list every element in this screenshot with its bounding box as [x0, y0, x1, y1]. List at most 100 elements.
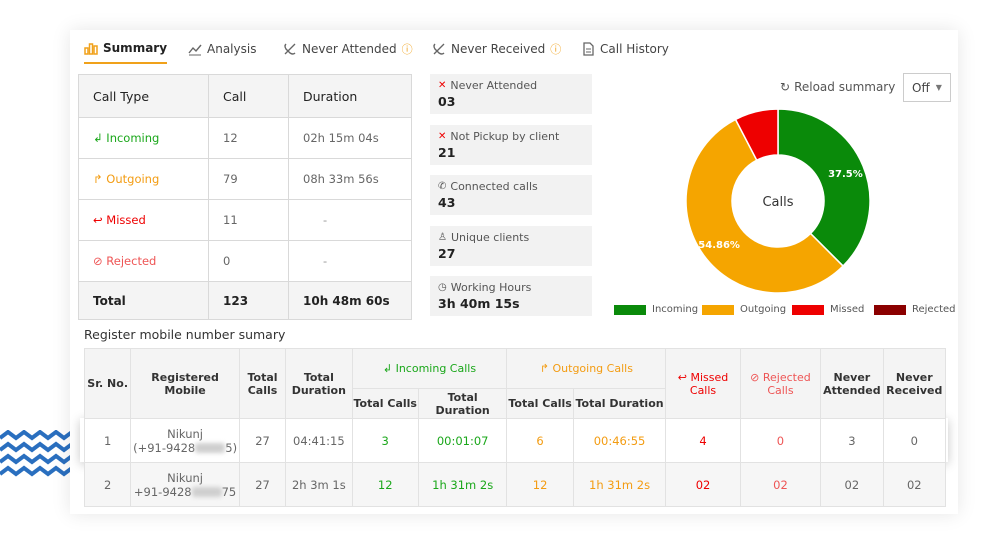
- stat-label: Working Hours: [450, 281, 532, 294]
- legend-swatch: [702, 304, 734, 315]
- header-missed-calls: ↩ Missed Calls: [665, 348, 741, 419]
- call-type-label: Rejected: [106, 254, 157, 268]
- header-label: Rejected Calls: [762, 370, 811, 397]
- outgoing-duration: 00:46:55: [572, 418, 667, 463]
- legend-missed: Missed: [792, 304, 864, 315]
- mobile-suffix: 75: [221, 484, 237, 499]
- stat-label: Connected calls: [450, 180, 538, 193]
- total-calls: 27: [238, 462, 287, 507]
- phone-slash-icon: ✕: [438, 80, 447, 91]
- clock-icon: ◷: [438, 282, 447, 293]
- donut-slice-outgoing[interactable]: [685, 118, 845, 294]
- call-type-incoming: ↲ Incoming: [78, 117, 209, 159]
- subheader-out-total-calls: Total Calls: [506, 388, 574, 419]
- tab-never-attended[interactable]: Never Attended ⓘ: [283, 34, 413, 64]
- outgoing-calls: 6: [506, 418, 574, 463]
- mobile-prefix: (+91-9428: [133, 440, 196, 455]
- header-label: Missed Calls: [689, 370, 729, 397]
- table-row: ↲ Incoming 12 02h 15m 04s: [78, 117, 412, 159]
- info-icon[interactable]: ⓘ: [550, 43, 562, 56]
- stat-label: Never Attended: [450, 79, 538, 92]
- tab-analysis[interactable]: Analysis: [188, 34, 256, 64]
- outgoing-icon: ↱: [539, 362, 553, 375]
- auto-refresh-select[interactable]: Off ▼: [903, 73, 951, 102]
- legend-swatch: [614, 304, 646, 315]
- call-count: 79: [208, 158, 289, 200]
- chevron-down-icon: ▼: [935, 83, 942, 92]
- call-duration: 08h 33m 56s: [288, 158, 412, 200]
- phone-icon: ✆: [438, 181, 447, 192]
- mobile-name: Nikunj: [167, 426, 204, 441]
- donut-center-title: Calls: [762, 195, 793, 210]
- refresh-icon: ↻: [780, 80, 791, 94]
- outgoing-calls: 12: [506, 462, 574, 507]
- phone-slash-icon: [284, 43, 296, 55]
- donut-label-incoming: 37.5%: [828, 169, 863, 180]
- tab-label: Never Attended: [302, 42, 397, 56]
- header-call-type: Call Type: [78, 74, 209, 118]
- stat-not-pickup: ✕ Not Pickup by client 21: [430, 125, 592, 165]
- document-icon: [583, 42, 594, 56]
- rejected-icon: ⊘: [93, 254, 103, 268]
- wave-decoration: [0, 430, 80, 477]
- tab-summary[interactable]: Summary: [84, 34, 168, 64]
- tab-label: Call History: [600, 42, 669, 56]
- donut-label-outgoing: 54.86%: [698, 240, 740, 251]
- call-type-missed: ↩ Missed: [78, 199, 209, 241]
- rejected-icon: ⊘: [750, 370, 763, 384]
- legend-outgoing: Outgoing: [702, 304, 786, 315]
- outgoing-icon: ↱: [93, 172, 103, 186]
- stat-never-attended: ✕ Never Attended 03: [430, 74, 592, 114]
- legend-label: Missed: [830, 304, 865, 315]
- call-count: 11: [208, 199, 289, 241]
- stat-working-hours: ◷ Working Hours 3h 40m 15s: [430, 276, 592, 316]
- outgoing-duration: 1h 31m 2s: [572, 462, 667, 507]
- header-sr-no: Sr. No.: [83, 348, 132, 419]
- total-label: Total: [78, 281, 209, 320]
- table-row: ↱ Outgoing 79 08h 33m 56s: [78, 158, 412, 200]
- stat-value: 43: [438, 195, 456, 210]
- never-attended: 02: [820, 462, 884, 507]
- stat-label: Unique clients: [450, 231, 530, 244]
- table-row[interactable]: 1 Nikunj (+91-9428 5) 27 04:41:15 3 00:01:…: [83, 418, 947, 463]
- mobile-number: +91-9428 75: [131, 485, 239, 499]
- donut-slice-missed[interactable]: [734, 108, 779, 162]
- table-row[interactable]: 2 Nikunj +91-9428 75 27 2h 3m 1s 12 1h 31m…: [83, 462, 947, 507]
- table-row: ⊘ Rejected 0 -: [78, 240, 412, 282]
- sr-no: 1: [83, 418, 132, 463]
- incoming-icon: ↲: [382, 362, 396, 375]
- legend-label: Incoming: [652, 304, 699, 315]
- incoming-calls: 3: [351, 418, 419, 463]
- incoming-icon: ↲: [93, 131, 103, 145]
- redacted-digits: [191, 487, 222, 497]
- header-rejected-calls: ⊘ Rejected Calls: [739, 348, 822, 419]
- select-value: Off: [912, 80, 930, 95]
- total-duration: 2h 3m 1s: [285, 462, 353, 507]
- mobile-name: Nikunj: [167, 470, 204, 485]
- reload-summary-button[interactable]: ↻ Reload summary: [780, 80, 895, 94]
- call-duration: -: [288, 199, 412, 241]
- donut-slice-incoming[interactable]: [777, 108, 871, 268]
- stat-value: 21: [438, 145, 456, 160]
- total-call: 123: [208, 281, 289, 320]
- register-mobile-table: Sr. No. Registered Mobile Total Calls To…: [83, 348, 947, 507]
- never-attended: 3: [820, 418, 884, 463]
- total-calls: 27: [238, 418, 287, 463]
- tab-call-history[interactable]: Call History: [581, 34, 669, 64]
- bar-chart-icon: [84, 43, 98, 55]
- tab-never-received[interactable]: Never Received ⓘ: [432, 34, 561, 64]
- stat-connected-calls: ✆ Connected calls 43: [430, 175, 592, 215]
- incoming-calls: 12: [351, 462, 419, 507]
- call-type-rejected: ⊘ Rejected: [78, 240, 209, 282]
- legend-swatch: [792, 304, 824, 315]
- legend-swatch: [874, 304, 906, 315]
- stat-value: 27: [438, 246, 456, 261]
- incoming-duration: 00:01:07: [417, 418, 508, 463]
- register-section-title: Register mobile number sumary: [84, 327, 286, 342]
- call-count: 0: [208, 240, 289, 282]
- tab-label: Analysis: [207, 42, 257, 56]
- call-duration: 02h 15m 04s: [288, 117, 412, 159]
- header-never-received: Never Received: [882, 348, 947, 419]
- info-icon[interactable]: ⓘ: [401, 43, 413, 56]
- never-received: 0: [882, 418, 947, 463]
